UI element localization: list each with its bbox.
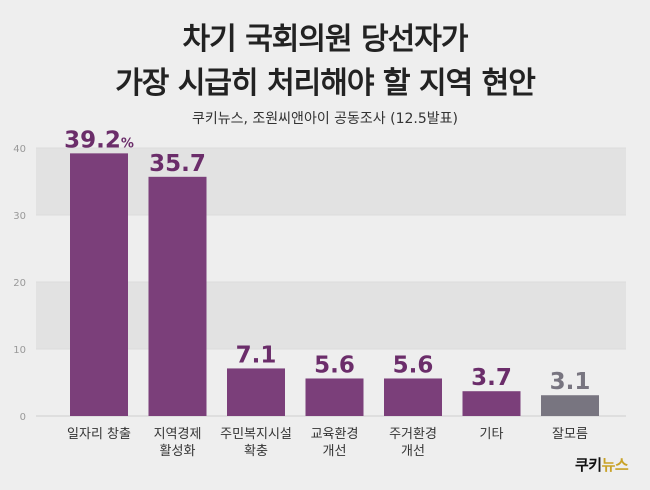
bar [70,153,128,417]
x-category-label: 교육환경 [311,427,359,442]
x-category-label: 기타 [480,427,504,442]
x-category-label: 확충 [244,444,268,459]
data-label: 5.6 [314,352,355,378]
cookie-news-logo: 쿠키뉴스 [575,454,629,475]
chart-title-line2: 가장 시급히 처리해야 할 지역 현안 [115,66,536,101]
x-category-label: 지역경제 [154,427,202,442]
logo-text-part1: 쿠키 [575,456,602,474]
y-tick-label: 30 [13,211,26,222]
bar [148,176,207,416]
x-category-label: 개선 [323,444,347,459]
x-category-label: 일자리 창출 [67,427,131,442]
data-label: 5.6 [393,352,434,378]
x-category-label: 활성화 [160,444,196,459]
bar [462,391,521,416]
bar [227,368,285,416]
grid-band [36,282,626,349]
bar [541,395,599,416]
bar [384,378,442,416]
y-tick-label: 40 [13,144,26,155]
data-label-unit: % [121,136,134,151]
y-tick-label: 10 [13,345,26,356]
data-label: 39.2% [64,127,134,153]
grid-band [36,148,626,215]
y-tick-label: 0 [20,412,26,423]
chart-subtitle: 쿠키뉴스, 조원씨앤아이 공동조사 (12.5발표) [192,111,458,127]
logo-text-part2: 뉴스 [601,456,629,474]
x-category-label: 주거환경 [389,427,437,442]
chart-title-line1: 차기 국회의원 당선자가 [182,22,469,57]
data-label: 3.7 [471,365,512,391]
data-label: 7.1 [236,342,277,368]
y-tick-label: 20 [13,278,26,289]
x-category-label: 잘모름 [552,427,588,442]
data-label: 35.7 [149,151,206,177]
data-label: 3.1 [550,369,591,395]
x-category-label: 주민복지시설 [220,427,292,442]
x-category-label: 개선 [401,444,425,459]
bar [305,378,364,416]
